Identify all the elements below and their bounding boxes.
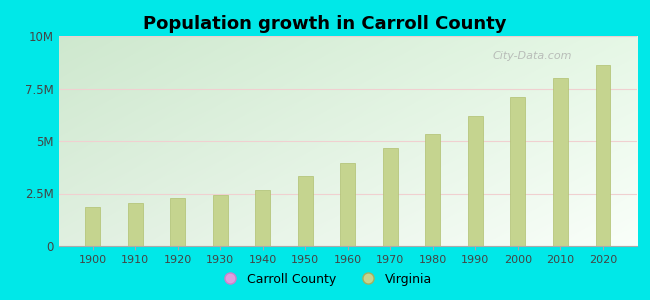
Legend: Carroll County, Virginia: Carroll County, Virginia — [213, 268, 437, 291]
Bar — [553, 78, 568, 246]
Text: City-Data.com: City-Data.com — [493, 51, 572, 61]
Text: Population growth in Carroll County: Population growth in Carroll County — [143, 15, 507, 33]
Bar — [425, 134, 440, 246]
Bar — [468, 116, 483, 246]
Bar — [595, 65, 610, 246]
Bar — [85, 207, 100, 246]
Bar — [170, 197, 185, 246]
Bar — [341, 163, 355, 246]
Bar — [383, 148, 398, 246]
Bar — [510, 97, 525, 246]
Bar — [127, 203, 142, 246]
Bar — [213, 195, 228, 246]
Bar — [255, 190, 270, 246]
Bar — [298, 176, 313, 246]
